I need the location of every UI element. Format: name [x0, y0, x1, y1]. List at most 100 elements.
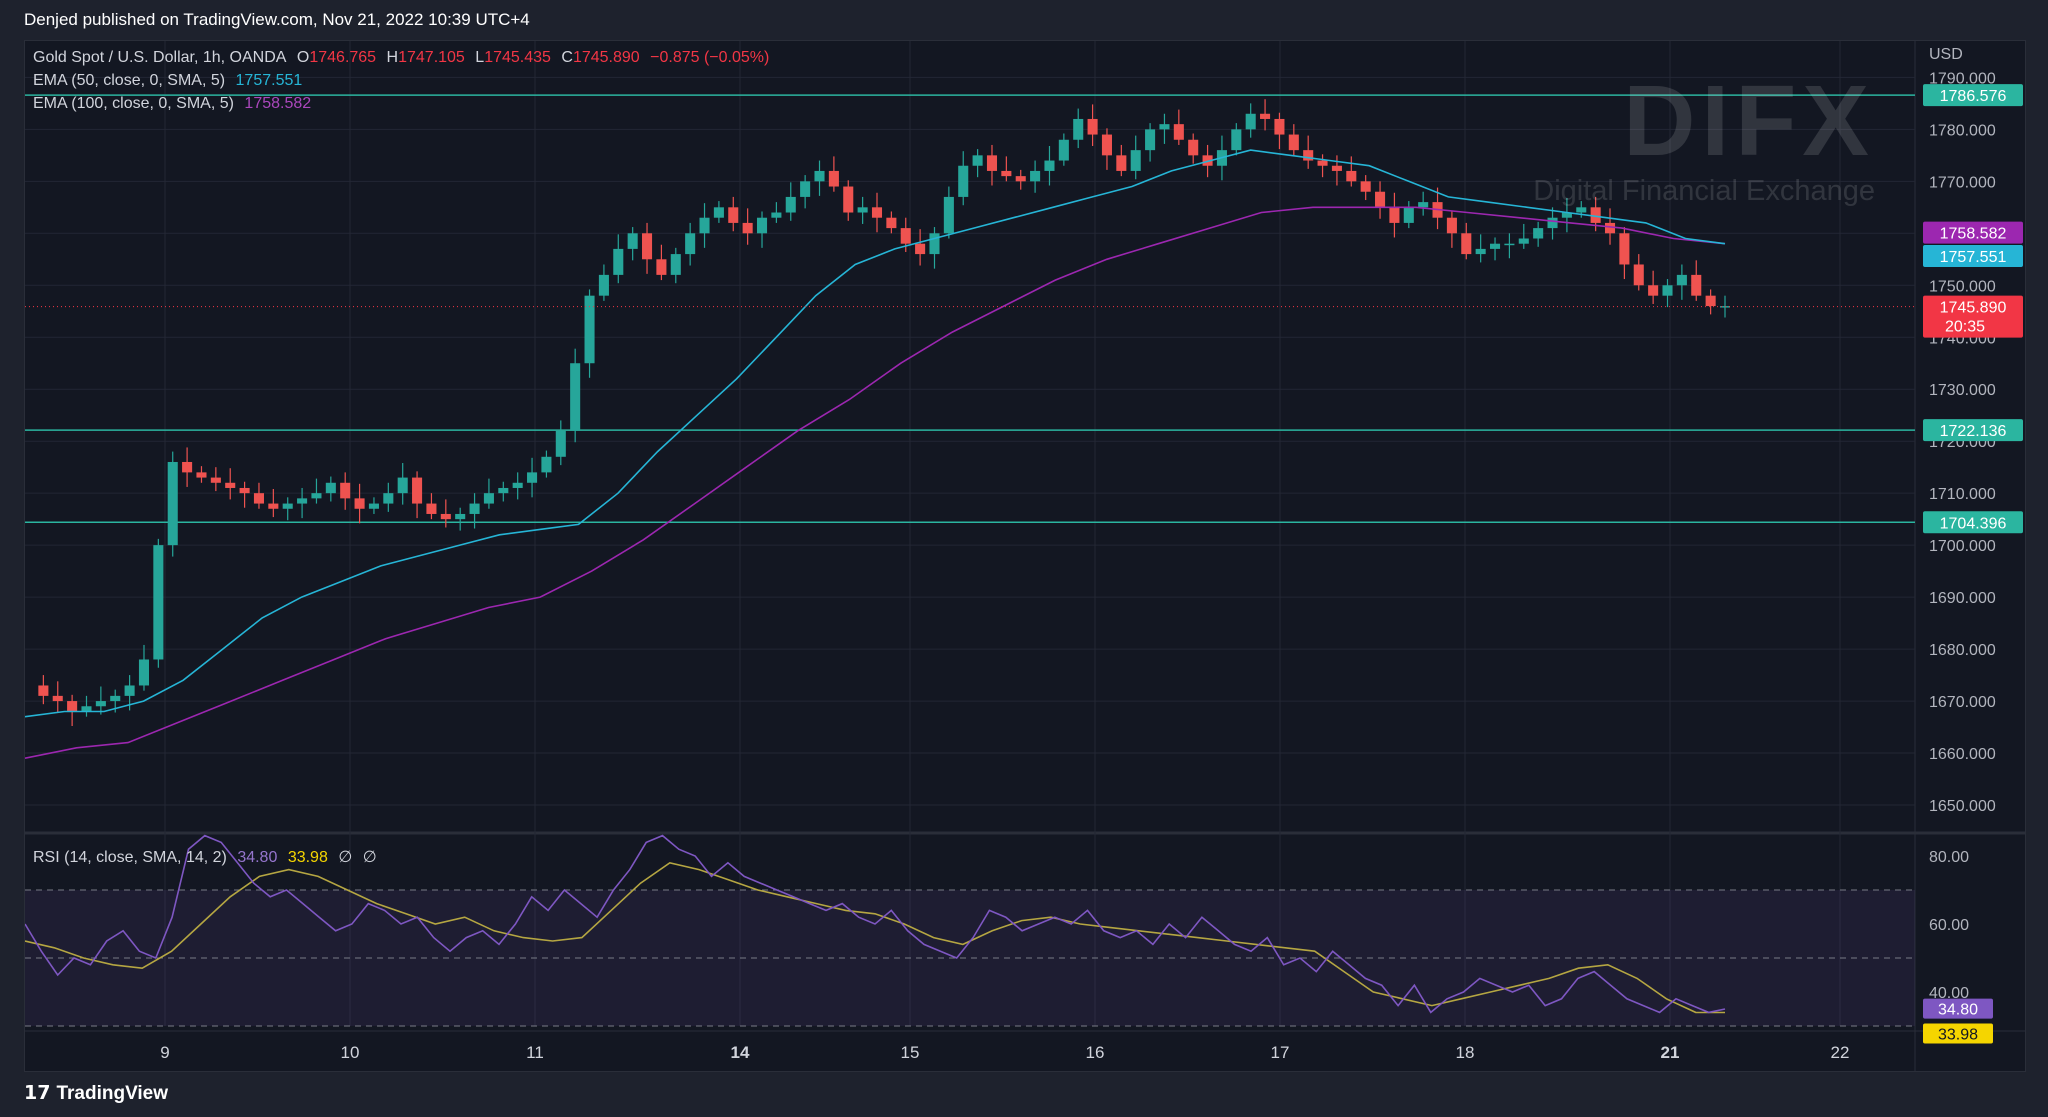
y-tick-label: 1770.000 — [1929, 174, 1996, 191]
candle-body — [1001, 170, 1012, 177]
candle-body — [1461, 233, 1472, 255]
candle-body — [1260, 113, 1271, 119]
y-tick-label: 1680.000 — [1929, 642, 1996, 659]
candle-body — [354, 498, 365, 509]
candle-body — [1533, 228, 1544, 239]
candle-body — [210, 477, 221, 483]
y-tick-label: 1700.000 — [1929, 538, 1996, 555]
candle-body — [958, 165, 969, 197]
candle-body — [1705, 295, 1716, 307]
y-tick-label: 1670.000 — [1929, 694, 1996, 711]
candle-body — [469, 503, 480, 514]
horizontal-level-label: 1786.576 — [1940, 88, 2007, 105]
candle-body — [368, 503, 379, 509]
candle-body — [1030, 170, 1041, 182]
horizontal-level-tag — [1923, 511, 2023, 534]
candle-body — [1015, 176, 1026, 182]
chart-canvas[interactable]: 1650.000 1660.000 1670.000 1680.000 1690.000… — [25, 41, 2025, 1071]
candle-body — [1547, 217, 1558, 229]
candle-body — [397, 477, 408, 494]
horizontal-level-label: 1722.136 — [1940, 423, 2007, 440]
legend-ema50-label: EMA (50, close, 0, SMA, 5) — [33, 72, 226, 89]
candle-body — [1087, 118, 1098, 135]
ema-price-tag-label: 1757.551 — [1940, 249, 2007, 266]
candle-body — [584, 295, 595, 364]
candle-body — [1375, 191, 1386, 208]
candle-body — [1317, 160, 1328, 166]
candle-body — [986, 155, 998, 171]
x-tick-label: 14 — [731, 1043, 750, 1062]
candle-body — [756, 217, 768, 234]
candle-body — [1561, 212, 1572, 218]
x-tick-label: 16 — [1086, 1043, 1105, 1062]
x-tick-label: 21 — [1661, 1043, 1680, 1062]
legend-low: L1745.435 — [475, 49, 551, 66]
candle-body — [1130, 150, 1141, 171]
candle-body — [943, 196, 954, 234]
candle-body — [110, 695, 121, 702]
chart-frame[interactable]: 1650.000 1660.000 1670.000 1680.000 1690.000… — [24, 40, 2026, 1072]
tradingview-brand: TradingView — [56, 1083, 169, 1104]
legend-rsi-label: RSI (14, close, SMA, 14, 2) — [33, 849, 227, 866]
candle-body — [713, 207, 724, 218]
candle-body — [771, 212, 782, 218]
candle-body — [1159, 124, 1170, 130]
legend-symbol-row[interactable]: Gold Spot / U.S. Dollar, 1h, OANDA O1746… — [33, 49, 775, 67]
candle-body — [1101, 134, 1112, 156]
ema100-line — [25, 206, 1726, 759]
candle-body — [800, 181, 811, 197]
candle-body — [1173, 124, 1184, 140]
candle-body — [613, 248, 624, 275]
legend-ema100-row[interactable]: EMA (100, close, 0, SMA, 5) 1758.582 — [33, 95, 317, 113]
candle-body — [138, 659, 150, 686]
y-tick-label: 1780.000 — [1929, 122, 1996, 139]
candle-body — [1446, 217, 1457, 234]
candle-body — [728, 207, 739, 223]
legend-rsi-ma-value: 33.98 — [287, 849, 328, 866]
candle-body — [857, 207, 868, 213]
x-tick-label: 15 — [901, 1043, 920, 1062]
rsi-value-label: 34.80 — [1938, 1002, 1978, 1019]
y-tick-label: 1710.000 — [1929, 486, 1996, 503]
candle-body — [182, 461, 193, 473]
candle-body — [871, 207, 883, 218]
legend-symbol: Gold Spot / U.S. Dollar, 1h, OANDA — [33, 49, 287, 66]
y-tick-label: 1790.000 — [1929, 70, 1996, 87]
candle-body — [1676, 274, 1687, 286]
x-tick-label: 11 — [526, 1043, 544, 1062]
rsi-ma-value-label: 33.98 — [1938, 1026, 1978, 1043]
legend-rsi-row[interactable]: RSI (14, close, SMA, 14, 2) 34.80 33.98 … — [33, 847, 383, 867]
candle-body — [297, 498, 308, 504]
candle-body — [1058, 139, 1069, 161]
candle-body — [225, 482, 236, 488]
y-tick-label: 1650.000 — [1929, 798, 1996, 815]
candle-body — [1475, 248, 1486, 255]
candle-body — [1619, 233, 1630, 265]
candle-body — [670, 254, 681, 275]
candle-body — [124, 685, 135, 696]
candle-body — [268, 503, 279, 509]
horizontal-level-tag — [1923, 84, 2023, 107]
candle-body — [1490, 243, 1501, 249]
rsi-y-tick-label: 60.00 — [1929, 917, 1969, 934]
candle-body — [311, 493, 322, 499]
candle-body — [153, 545, 164, 660]
y-tick-label: 1690.000 — [1929, 590, 1996, 607]
tradingview-icon: 𝟭𝟳 — [24, 1083, 51, 1104]
candle-body — [1274, 118, 1285, 135]
legend-ema50-row[interactable]: EMA (50, close, 0, SMA, 5) 1757.551 — [33, 72, 308, 90]
horizontal-level-tag — [1923, 419, 2023, 442]
ema-price-tag — [1923, 221, 2023, 244]
candle-body — [742, 222, 753, 234]
x-tick-label: 18 — [1456, 1043, 1475, 1062]
publisher-caption: Denjed published on TradingView.com, Nov… — [24, 10, 530, 29]
tradingview-logo[interactable]: 𝟭𝟳 TradingView — [24, 1082, 168, 1105]
candle-body — [685, 233, 696, 255]
candle-body — [1518, 238, 1529, 244]
candle-body — [440, 513, 451, 520]
legend-close: C1745.890 — [561, 49, 640, 66]
bar-countdown-label: 20:35 — [1945, 319, 1985, 336]
candle-body — [95, 701, 106, 707]
legend-change: −0.875 (−0.05%) — [650, 49, 770, 66]
candle-body — [325, 482, 336, 494]
